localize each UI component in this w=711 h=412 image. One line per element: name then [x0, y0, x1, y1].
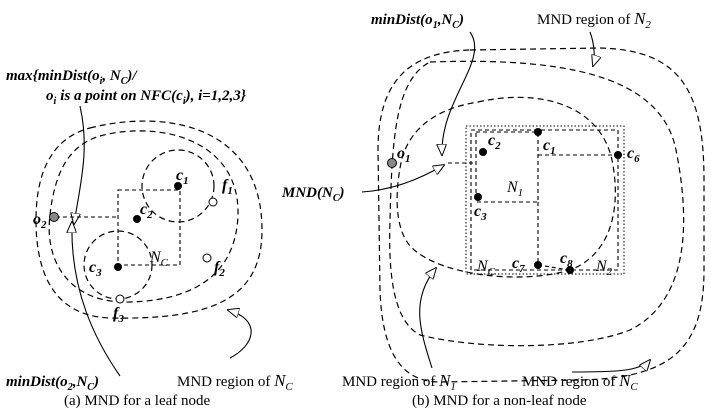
point-c2 — [133, 215, 141, 223]
mnd-region-n2-arrow — [589, 31, 594, 66]
point-c3-right — [474, 193, 482, 201]
panel-a: max{minDist(oi, NC)/ oi is a point on NFC… — [6, 68, 293, 409]
mnd-nc-arrow — [361, 165, 444, 193]
caption-a: (a) MND for a leaf node — [64, 393, 211, 409]
point-o1 — [387, 158, 397, 168]
mnd-region-n1-arrow — [419, 268, 436, 369]
mindist-o2-label: minDist(o2,NC) — [6, 374, 99, 393]
label-c7: c7 — [512, 255, 525, 275]
mnd-nc-label: MND(NC) — [281, 185, 345, 204]
label-o2: o2 — [33, 211, 47, 231]
mnd-region-n2-label: MND region of N2 — [537, 9, 651, 31]
point-f3 — [115, 294, 125, 304]
label-c1-right: c1 — [543, 137, 556, 157]
point-c1-right — [534, 128, 542, 136]
label-c1: c1 — [176, 167, 189, 187]
point-c3 — [114, 263, 122, 271]
mindist-o2-arrow — [72, 222, 121, 377]
label-c6: c6 — [627, 145, 640, 165]
n1-mbr — [475, 131, 539, 203]
mnd-region-n1-label: MND region of N1 — [342, 371, 456, 393]
label-c2-right: c2 — [488, 132, 501, 152]
max-annotation-arrow — [74, 105, 85, 224]
point-c8 — [566, 266, 574, 274]
mindist-o1-arrow — [442, 31, 476, 155]
line-c7-c8 — [537, 264, 571, 271]
label-c8: c8 — [560, 250, 573, 270]
mnd-region-nc-arrow — [228, 310, 252, 359]
inner-mnd-loop — [48, 130, 239, 303]
mnd-region-n2 — [377, 47, 705, 383]
nc-mbr — [117, 189, 181, 266]
label-o1: o1 — [397, 145, 411, 165]
label-nc-right: NC — [476, 258, 496, 278]
label-n2: N2 — [595, 258, 613, 278]
point-o2 — [49, 212, 59, 222]
mnd-region-nc-right — [389, 60, 685, 347]
panel-b: minDist(o1,NC) MND region of N2 — [281, 9, 705, 409]
mnd-region-nc-right-label: MND region of NC — [522, 371, 638, 393]
label-f3: f3 — [113, 305, 124, 325]
caption-b: (b) MND for a non-leaf node — [412, 393, 587, 409]
point-f1 — [208, 197, 218, 207]
point-c7 — [534, 261, 542, 269]
max-annotation-line1: max{minDist(oi, NC)/ — [6, 68, 138, 87]
label-c2: c2 — [140, 201, 153, 221]
nfc-circle-c1 — [141, 149, 215, 223]
point-c2-right — [479, 148, 487, 156]
point-c6 — [614, 151, 622, 159]
label-n1: N1 — [506, 179, 523, 199]
nc-mbr-right — [470, 129, 619, 271]
label-c3-right: c3 — [474, 203, 487, 223]
max-annotation-line2: oi is a point on NFC(ci), i=1,2,3} — [46, 88, 247, 107]
point-f2 — [202, 253, 212, 263]
n2-mbr — [465, 125, 625, 275]
label-f2: f2 — [214, 259, 225, 279]
label-f1: f1 — [222, 177, 233, 197]
label-nc-left: NC — [149, 249, 169, 269]
mnd-region-nc-label: MND region of NC — [177, 371, 293, 393]
label-c3: c3 — [89, 259, 102, 279]
mindist-o1-label: minDist(o1,NC) — [371, 12, 464, 31]
mnd-region-n1 — [396, 96, 616, 278]
point-c1 — [174, 182, 182, 190]
mnd-region-nc-right-arrow — [571, 360, 650, 373]
